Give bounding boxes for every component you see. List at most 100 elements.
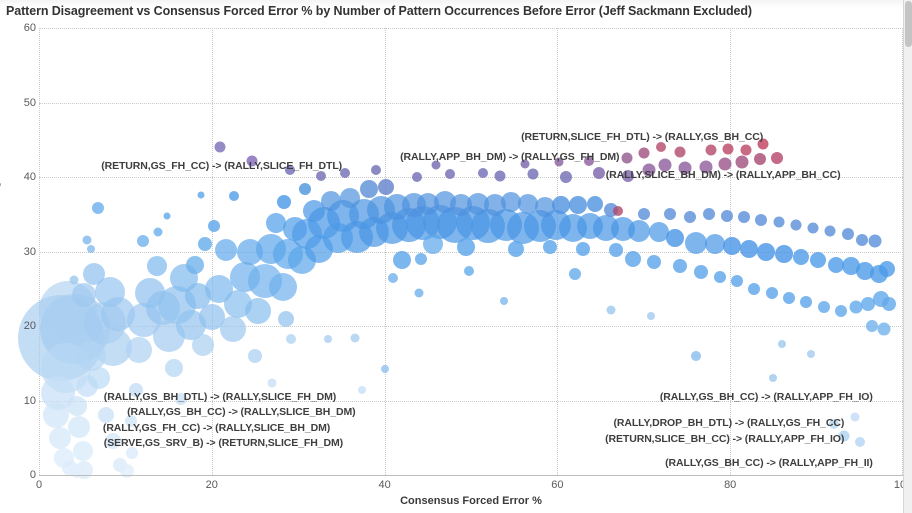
scatter-bubble[interactable] [693,265,708,280]
scatter-bubble[interactable] [543,240,558,255]
scatter-bubble[interactable] [431,160,441,170]
scatter-bubble[interactable] [606,305,616,315]
scatter-bubble[interactable] [380,365,389,374]
scatter-bubble[interactable] [282,217,307,242]
scatter-bubble[interactable] [855,233,868,246]
scatter-bubble[interactable] [229,261,260,292]
scatter-bubble[interactable] [500,192,521,213]
scatter-bubble[interactable] [464,265,475,276]
scatter-bubble[interactable] [358,386,367,395]
scatter-bubble[interactable] [340,187,361,208]
scatter-bubble[interactable] [105,432,122,449]
scatter-bubble[interactable] [673,259,688,274]
scatter-bubble[interactable] [612,206,623,217]
scatter-bubble[interactable] [731,275,744,288]
scatter-bubble[interactable] [67,416,90,439]
scatter-bubble[interactable] [236,238,263,265]
scatter-bubble[interactable] [136,235,149,248]
scatter-bubble[interactable] [494,170,506,181]
scatter-bubble[interactable] [699,160,713,174]
scatter-bubble[interactable] [773,216,785,228]
scatter-bubble[interactable] [658,158,672,172]
scatter-bubble[interactable] [587,195,604,212]
scatter-bubble[interactable] [219,315,246,342]
scatter-bubble[interactable] [197,191,205,199]
scatter-bubble[interactable] [757,242,776,261]
scatter-bubble[interactable] [207,220,220,233]
scatter-bubble[interactable] [265,213,286,234]
scatter-bubble[interactable] [268,273,297,302]
scatter-bubble[interactable] [69,275,79,285]
scatter-bubble[interactable] [738,211,751,224]
scatter-bubble[interactable] [43,402,70,429]
scatter-bubble[interactable] [412,172,423,182]
scatter-bubble[interactable] [817,300,830,313]
scatter-bubble[interactable] [164,358,183,377]
scatter-bubble[interactable] [642,163,656,177]
scatter-bubble[interactable] [879,261,896,278]
scatter-bubble[interactable] [267,378,277,388]
scatter-bubble[interactable] [416,192,439,215]
scatter-bubble[interactable] [720,209,733,222]
scatter-bubble[interactable] [245,298,272,325]
scrollbar-thumb[interactable] [905,1,912,47]
scatter-bubble[interactable] [627,219,650,242]
scatter-bubble[interactable] [304,234,333,263]
scatter-bubble[interactable] [649,222,670,243]
scatter-bubble[interactable] [609,243,624,257]
scatter-bubble[interactable] [126,336,153,363]
scatter-bubble[interactable] [718,157,732,171]
scatter-bubble[interactable] [827,256,844,273]
scatter-bubble[interactable] [842,257,861,276]
scatter-bubble[interactable] [722,236,741,255]
scatter-bubble[interactable] [478,167,489,178]
scatter-bubble[interactable] [414,288,424,298]
scatter-bubble[interactable] [91,202,104,215]
scatter-bubble[interactable] [98,407,115,424]
scatter-bubble[interactable] [684,231,707,254]
scatter-bubble[interactable] [339,167,350,178]
scatter-bubble[interactable] [278,310,295,327]
scatter-bubble[interactable] [583,155,594,166]
scatter-bubble[interactable] [757,138,769,150]
scatter-bubble[interactable] [755,214,768,227]
vertical-scrollbar[interactable] [903,0,912,513]
scatter-bubble[interactable] [499,296,508,305]
scatter-bubble[interactable] [128,383,143,398]
scatter-bubble[interactable] [656,142,667,153]
scatter-bubble[interactable] [646,311,655,320]
scatter-bubble[interactable] [378,179,395,196]
scatter-bubble[interactable] [770,151,783,164]
scatter-bubble[interactable] [146,256,167,277]
scatter-bubble[interactable] [828,419,839,430]
scatter-bubble[interactable] [126,446,139,459]
scatter-bubble[interactable] [229,191,240,202]
scatter-bubble[interactable] [861,296,876,311]
scatter-bubble[interactable] [684,211,697,224]
scatter-bubble[interactable] [392,251,411,270]
scatter-bubble[interactable] [321,190,342,211]
scatter-bubble[interactable] [850,412,860,422]
scatter-bubble[interactable] [414,252,427,265]
scatter-bubble[interactable] [703,208,716,221]
scatter-bubble[interactable] [854,437,865,448]
scatter-bubble[interactable] [782,291,795,304]
scatter-bubble[interactable] [841,227,854,240]
scatter-bubble[interactable] [88,367,111,390]
scatter-bubble[interactable] [690,350,701,361]
scatter-bubble[interactable] [868,234,882,248]
scatter-bubble[interactable] [370,164,381,175]
scatter-bubble[interactable] [807,222,819,234]
scatter-bubble[interactable] [134,278,165,309]
scatter-bubble[interactable] [323,335,332,344]
scatter-bubble[interactable] [849,300,863,314]
scatter-bubble[interactable] [824,225,836,237]
scatter-bubble[interactable] [865,320,878,332]
scatter-bubble[interactable] [302,200,325,223]
scatter-bubble[interactable] [560,171,573,183]
scatter-bubble[interactable] [665,229,684,248]
scatter-bubble[interactable] [713,270,726,283]
scatter-bubble[interactable] [197,237,212,252]
scatter-bubble[interactable] [807,350,816,359]
scatter-bubble[interactable] [120,463,135,478]
